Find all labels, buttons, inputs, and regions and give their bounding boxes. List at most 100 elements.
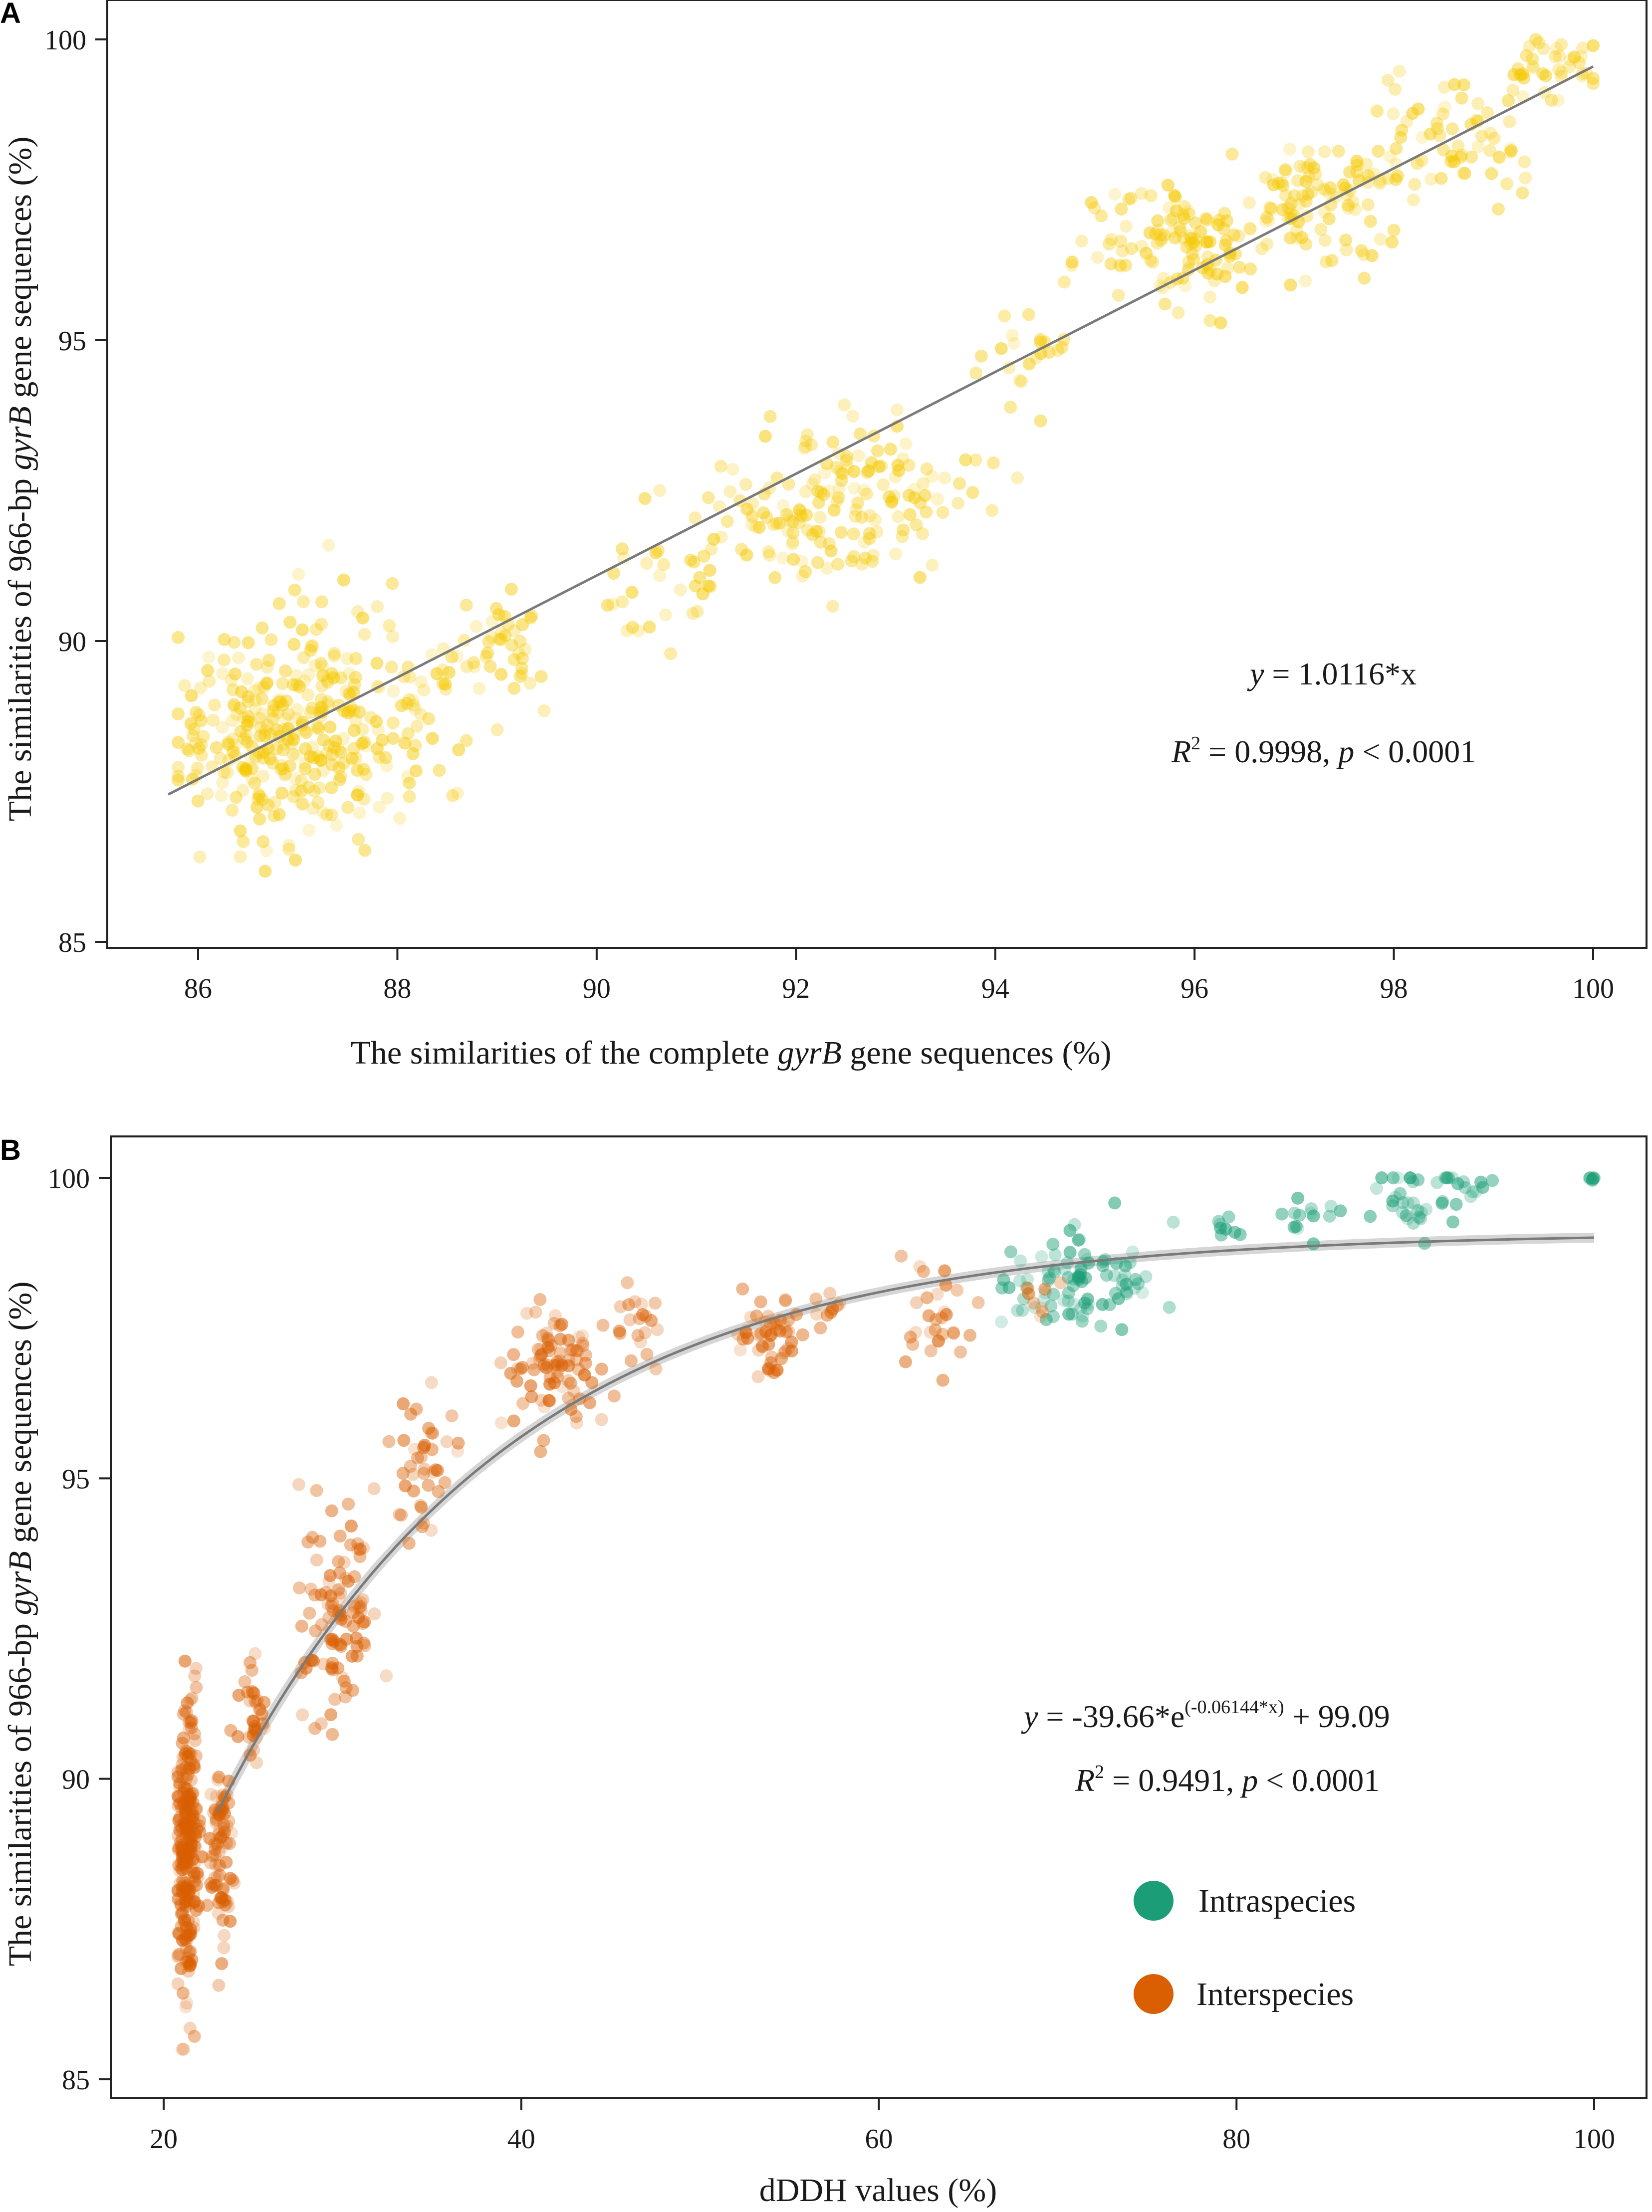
- panel-b-r2: R2 = 0.9491, p < 0.0001: [1075, 1762, 1380, 1798]
- panel-a-point: [1300, 210, 1314, 223]
- panel-a-point: [278, 768, 291, 782]
- panel-a-point: [256, 707, 269, 721]
- panel-b-point-intraspecies: [1082, 1256, 1095, 1270]
- panel-a-point: [276, 762, 290, 776]
- panel-b-point-interspecies: [507, 1414, 520, 1428]
- panel-b-points: [171, 1171, 1601, 2056]
- panel-a-point: [883, 490, 896, 503]
- panel-a-point: [1552, 63, 1566, 76]
- panel-a-point: [1170, 204, 1183, 218]
- panel-a-point: [1221, 261, 1234, 275]
- panel-b-point-intraspecies: [1115, 1323, 1129, 1336]
- panel-a-point: [799, 565, 812, 578]
- panel-b-point-intraspecies: [1413, 1211, 1425, 1224]
- panel-a-point: [323, 720, 337, 734]
- panel-b-point-interspecies: [205, 1881, 219, 1894]
- panel-a-point: [760, 511, 773, 524]
- panel-b-point-interspecies: [189, 1816, 202, 1830]
- panel-b-point-intraspecies: [1400, 1209, 1413, 1222]
- panel-a-point: [840, 453, 853, 467]
- panel-b-point-interspecies: [354, 1600, 367, 1613]
- panel-b-point-interspecies: [184, 2021, 197, 2035]
- panel-b-point-interspecies: [431, 1464, 444, 1477]
- panel-b-point-interspecies: [733, 1343, 747, 1357]
- panel-a-point: [218, 633, 231, 646]
- panel-a-point: [810, 524, 823, 538]
- panel-a-point: [248, 684, 261, 697]
- panel-a-point: [1013, 374, 1026, 387]
- panel-a-point: [294, 774, 308, 787]
- panel-a-point: [341, 706, 355, 720]
- panel-b-point-interspecies: [222, 1814, 236, 1828]
- panel-b-point-intraspecies: [1126, 1245, 1139, 1259]
- panel-a-point: [862, 464, 876, 477]
- panel-a-point: [359, 768, 373, 781]
- panel-a-point: [691, 605, 704, 618]
- panel-b-point-interspecies: [243, 1656, 257, 1669]
- panel-a-point: [1394, 131, 1408, 144]
- panel-a-point: [920, 505, 933, 519]
- panel-a-point: [1203, 314, 1217, 327]
- panel-b-point-interspecies: [180, 1772, 193, 1785]
- panel-a-point: [1135, 239, 1149, 253]
- panel-a-point: [260, 677, 273, 690]
- panel-a-point: [264, 633, 278, 647]
- panel-b-point-interspecies: [407, 1484, 420, 1498]
- panel-b-point-interspecies: [171, 1949, 185, 1962]
- panel-b-point-interspecies: [188, 1879, 201, 1893]
- panel-a-point: [951, 496, 965, 510]
- panel-a-point: [485, 615, 499, 628]
- panel-a-point: [304, 706, 317, 719]
- panel-b-point-interspecies: [623, 1313, 637, 1327]
- panel-a-point: [172, 736, 185, 749]
- panel-a-point: [194, 714, 208, 727]
- panel-a-point: [720, 515, 734, 528]
- panel-a-point: [847, 550, 860, 563]
- panel-a-point: [288, 772, 302, 785]
- panel-b-point-interspecies: [217, 1840, 230, 1853]
- panel-a-point: [272, 597, 286, 610]
- panel-a-point: [1135, 187, 1148, 200]
- panel-a-point: [812, 496, 825, 509]
- panel-b-point-interspecies: [177, 1843, 190, 1856]
- panel-b-point-interspecies: [331, 1661, 345, 1675]
- panel-a-point: [359, 739, 372, 753]
- panel-a-point: [358, 628, 371, 641]
- panel-a-point: [674, 583, 687, 597]
- panel-a-point: [693, 571, 707, 584]
- panel-b-point-interspecies: [193, 1825, 207, 1838]
- panel-b-point-interspecies: [218, 1929, 231, 1942]
- panel-a-point: [832, 491, 845, 504]
- panel-a-point: [372, 751, 386, 764]
- panel-b-point-interspecies: [339, 1615, 352, 1628]
- panel-a-point: [638, 492, 652, 505]
- panel-a-point: [1154, 228, 1168, 241]
- panel-a-point: [752, 521, 766, 534]
- panel-b-point-interspecies: [319, 1586, 333, 1599]
- panel-a-point: [1283, 143, 1297, 156]
- panel-b-point-interspecies: [534, 1445, 547, 1458]
- panel-a-point: [234, 701, 247, 715]
- panel-b-point-interspecies: [178, 1913, 192, 1927]
- panel-a-point: [1324, 181, 1337, 195]
- panel-a-point: [187, 729, 200, 743]
- panel-a-point: [855, 557, 869, 571]
- panel-a-point: [1266, 173, 1279, 186]
- panel-a-point: [287, 790, 300, 803]
- panel-b-point-intraspecies: [1364, 1210, 1377, 1223]
- panel-a-point: [1297, 161, 1311, 174]
- panel-a-point: [985, 504, 999, 517]
- panel-b-point-interspecies: [404, 1460, 417, 1473]
- panel-a-point: [298, 674, 311, 687]
- panel-a-point: [513, 635, 527, 648]
- panel-b-point-intraspecies: [1334, 1204, 1347, 1218]
- panel-b-point-intraspecies: [1415, 1206, 1428, 1219]
- panel-a-point: [767, 518, 780, 531]
- panel-a-point: [811, 484, 825, 498]
- panel-b-point-interspecies: [175, 1758, 189, 1771]
- panel-a-point: [899, 437, 913, 450]
- panel-a-point: [986, 456, 1000, 469]
- panel-b-point-interspecies: [187, 1915, 200, 1929]
- panel-b-point-interspecies: [308, 1722, 322, 1735]
- panel-b-point-interspecies: [494, 1416, 508, 1430]
